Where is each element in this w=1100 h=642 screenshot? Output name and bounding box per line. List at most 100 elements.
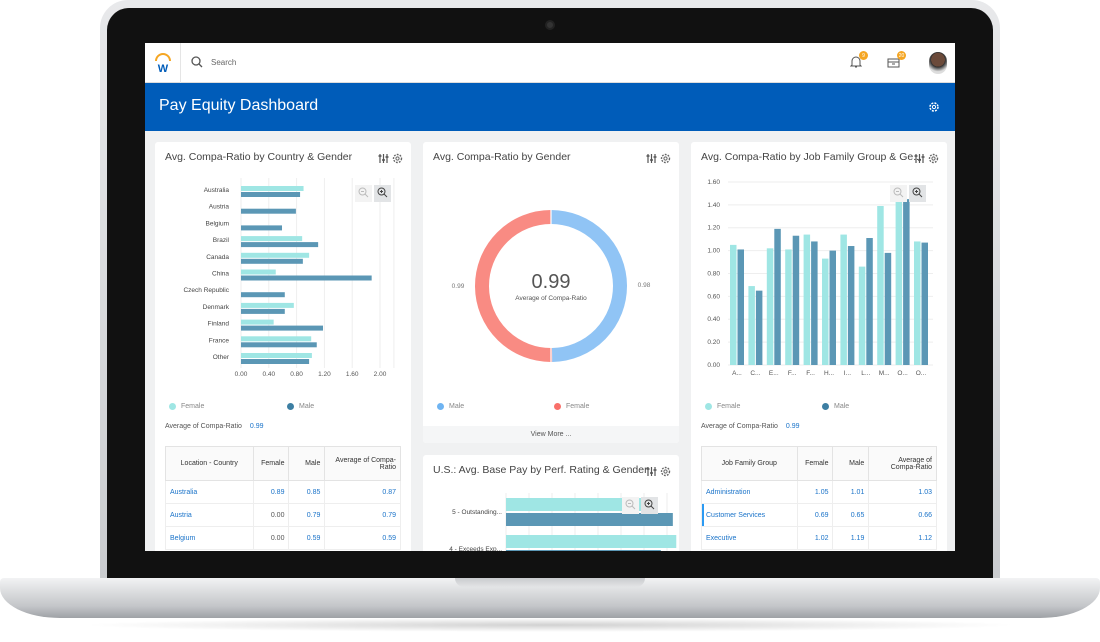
row-link[interactable]: Customer Services <box>701 503 798 527</box>
legend-female[interactable]: Female <box>705 403 740 410</box>
bar-female[interactable] <box>241 319 274 325</box>
gear-icon[interactable] <box>660 464 671 482</box>
bar-male[interactable] <box>921 242 929 365</box>
bar-female[interactable] <box>803 234 811 365</box>
bar-male[interactable] <box>241 359 310 364</box>
table-cell[interactable]: 1.19 <box>832 526 870 550</box>
zoom-in-button[interactable] <box>909 185 926 202</box>
row-link[interactable]: Australia <box>165 480 254 504</box>
sliders-icon[interactable] <box>646 464 657 482</box>
bar-male[interactable] <box>241 325 324 331</box>
view-more-button[interactable]: View More ... <box>423 426 679 443</box>
bar-male[interactable] <box>866 238 873 365</box>
average-value[interactable]: 0.99 <box>785 423 800 430</box>
sliders-icon[interactable] <box>914 151 925 169</box>
column-header[interactable]: Average of Compa-Ratio <box>324 446 401 481</box>
bar-female[interactable] <box>785 249 792 365</box>
bar-male[interactable] <box>241 225 283 231</box>
table-cell[interactable]: 1.03 <box>868 480 937 504</box>
table-cell[interactable]: 1.12 <box>868 526 937 550</box>
bar-female[interactable] <box>730 244 737 365</box>
sliders-icon[interactable] <box>378 151 389 169</box>
avatar[interactable] <box>929 52 947 74</box>
bar-female[interactable] <box>241 252 310 258</box>
sliders-icon[interactable] <box>646 151 657 169</box>
workday-logo[interactable]: W <box>145 43 181 83</box>
bar-male[interactable] <box>506 513 673 526</box>
bar-male[interactable] <box>241 208 296 214</box>
table-cell[interactable]: 0.89 <box>252 480 290 504</box>
table-cell[interactable]: 0.85 <box>288 480 326 504</box>
table-cell[interactable]: 0.59 <box>324 526 401 550</box>
column-header[interactable]: Male <box>288 446 326 481</box>
row-link[interactable]: Belgium <box>165 526 254 550</box>
bar-female[interactable] <box>241 269 276 275</box>
zoom-out-button[interactable] <box>890 185 907 202</box>
table-cell[interactable]: 0.59 <box>288 526 326 550</box>
table-row[interactable]: Belgium 0.00 0.59 0.59 <box>165 526 401 550</box>
bar-female[interactable] <box>822 258 829 365</box>
column-header[interactable]: Location - Country <box>165 446 254 481</box>
bar-male[interactable] <box>903 199 910 365</box>
bar-female[interactable] <box>241 186 304 191</box>
bar-male[interactable] <box>241 308 285 314</box>
search-input[interactable]: Search <box>191 56 236 68</box>
zoom-in-button[interactable] <box>374 185 391 202</box>
bar-male[interactable] <box>241 192 301 197</box>
table-cell[interactable]: 0.87 <box>324 480 401 504</box>
bar-female[interactable] <box>877 205 884 365</box>
donut-slice-male[interactable] <box>550 210 627 362</box>
table-cell[interactable]: 0.69 <box>796 503 834 527</box>
column-header[interactable]: Average of Compa-Ratio <box>868 446 937 481</box>
table-row[interactable]: Australia 0.89 0.85 0.87 <box>165 480 401 504</box>
table-row[interactable]: Executive 1.02 1.19 1.12 <box>701 526 937 550</box>
column-header[interactable]: Female <box>252 446 290 481</box>
zoom-out-button[interactable] <box>355 185 372 202</box>
table-cell[interactable]: 0.79 <box>324 503 401 527</box>
column-header[interactable]: Male <box>832 446 870 481</box>
bar-female[interactable] <box>241 302 294 308</box>
notifications-button[interactable]: 9 <box>849 51 868 73</box>
bar-male[interactable] <box>792 235 800 365</box>
bar-female[interactable] <box>895 199 903 365</box>
legend-female[interactable]: Female <box>554 403 589 410</box>
legend-male[interactable]: Male <box>287 403 314 410</box>
table-cell[interactable]: 1.01 <box>832 480 870 504</box>
bar-female[interactable] <box>840 234 847 365</box>
legend-female[interactable]: Female <box>169 403 204 410</box>
gear-icon[interactable] <box>660 151 671 169</box>
zoom-in-button[interactable] <box>641 497 658 514</box>
column-header[interactable]: Female <box>796 446 834 481</box>
table-row[interactable]: Customer Services 0.69 0.65 0.66 <box>701 503 937 527</box>
table-cell[interactable]: 0.79 <box>288 503 326 527</box>
bar-male[interactable] <box>241 242 319 248</box>
row-link[interactable]: Administration <box>701 480 798 504</box>
donut-slice-female[interactable] <box>474 210 553 362</box>
bar-male[interactable] <box>241 342 317 348</box>
bar-female[interactable] <box>241 236 303 242</box>
row-link[interactable]: Austria <box>165 503 254 527</box>
table-row[interactable]: Austria 0.00 0.79 0.79 <box>165 503 401 527</box>
average-value[interactable]: 0.99 <box>249 423 264 430</box>
zoom-out-button[interactable] <box>622 497 639 514</box>
bar-female[interactable] <box>241 336 312 342</box>
column-header[interactable]: Job Family Group <box>701 446 798 481</box>
bar-female[interactable] <box>506 535 677 548</box>
bar-male[interactable] <box>737 249 745 365</box>
table-cell[interactable]: 0.65 <box>832 503 870 527</box>
gear-icon[interactable] <box>928 151 939 169</box>
bar-female[interactable] <box>506 498 653 511</box>
table-cell[interactable]: 1.02 <box>796 526 834 550</box>
table-cell[interactable]: 1.05 <box>796 480 834 504</box>
bar-male[interactable] <box>829 250 837 365</box>
bar-male[interactable] <box>241 292 285 298</box>
bar-male[interactable] <box>774 228 781 365</box>
row-link[interactable]: Executive <box>701 526 798 550</box>
bar-female[interactable] <box>241 353 312 358</box>
bar-female[interactable] <box>858 266 866 365</box>
legend-male[interactable]: Male <box>437 403 464 410</box>
inbox-button[interactable]: 20 <box>887 51 906 73</box>
legend-male[interactable]: Male <box>822 403 849 410</box>
bar-male[interactable] <box>847 246 855 365</box>
bar-female[interactable] <box>748 286 755 365</box>
